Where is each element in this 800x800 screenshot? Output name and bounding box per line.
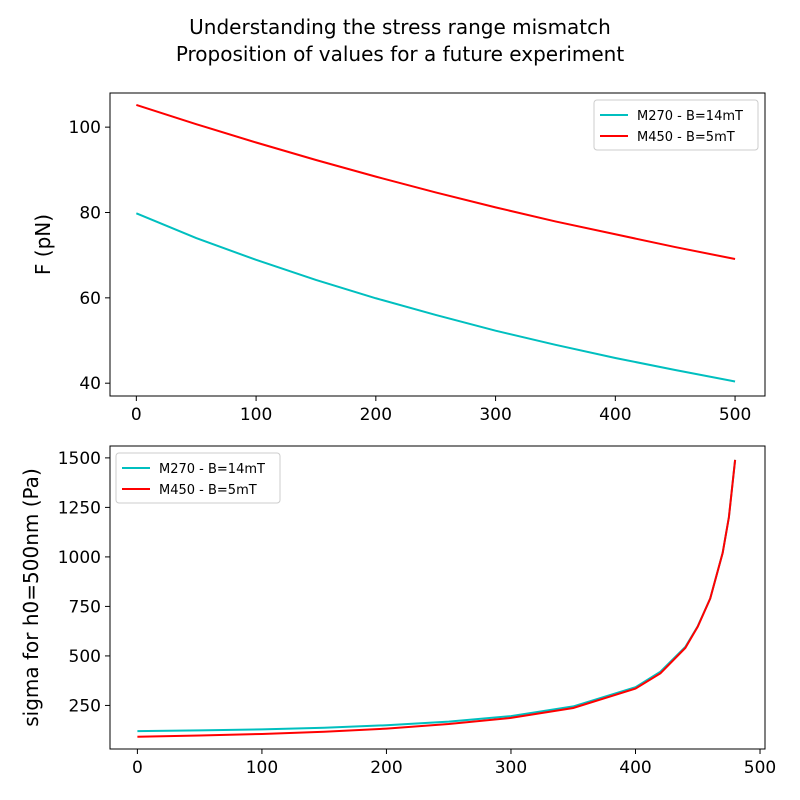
legend-box xyxy=(593,99,759,151)
series-line-0-1 xyxy=(136,103,736,260)
axes-frame-0 xyxy=(109,92,766,397)
x-tick-label: 300 xyxy=(479,405,511,425)
y-tick-label: 100 xyxy=(69,118,101,138)
y-tick-label: 40 xyxy=(79,374,101,394)
y-axis-label: sigma for h0=500nm (Pa) xyxy=(19,468,43,727)
y-tick-label: 1250 xyxy=(58,498,101,518)
force-plot: 0 100 200 300 400 500 40 60 80 100 F (pN) M270 - B=… xyxy=(31,92,766,425)
y-tick-label: 1000 xyxy=(58,548,101,568)
y-axis-label: F (pN) xyxy=(31,214,55,275)
x-tick-label: 400 xyxy=(619,758,651,778)
legend-entry: M450 - B=5mT xyxy=(637,130,735,145)
figure-title-line-2: Proposition of values for a future exper… xyxy=(176,42,625,66)
x-tick-label: 300 xyxy=(495,758,527,778)
x-tick-label: 0 xyxy=(132,758,143,778)
legend-entry: M270 - B=14mT xyxy=(159,462,265,477)
figure-title-line-1: Understanding the stress range mismatch xyxy=(189,15,611,39)
series-line-0-0 xyxy=(135,212,736,383)
x-tick-label: 100 xyxy=(240,405,272,425)
x-tick-label: 500 xyxy=(744,758,776,778)
y-tick-label: 1500 xyxy=(58,449,101,469)
x-tick-label: 400 xyxy=(599,405,631,425)
legend-box xyxy=(115,452,281,504)
legend-entry: M270 - B=14mT xyxy=(637,109,743,124)
legend-1: M270 - B=14mT M450 - B=5mT xyxy=(115,452,281,504)
legend-0: M270 - B=14mT M450 - B=5mT xyxy=(593,99,759,151)
legend-entry: M450 - B=5mT xyxy=(159,483,257,498)
y-tick-label: 500 xyxy=(69,647,101,667)
stress-plot: 0 100 200 300 400 500 250 500 750 1000 1250 1500 sig… xyxy=(19,445,776,778)
y-tick-label: 60 xyxy=(79,289,101,309)
x-tick-label: 0 xyxy=(131,405,142,425)
x-tick-label: 500 xyxy=(719,405,751,425)
x-tick-label: 100 xyxy=(246,758,278,778)
x-tick-label: 200 xyxy=(360,405,392,425)
y-tick-label: 750 xyxy=(69,597,101,617)
axes-frame-1 xyxy=(109,445,766,750)
y-tick-label: 250 xyxy=(69,696,101,716)
y-tick-label: 80 xyxy=(79,203,101,223)
series-line-1-1 xyxy=(137,459,737,738)
x-tick-label: 200 xyxy=(370,758,402,778)
